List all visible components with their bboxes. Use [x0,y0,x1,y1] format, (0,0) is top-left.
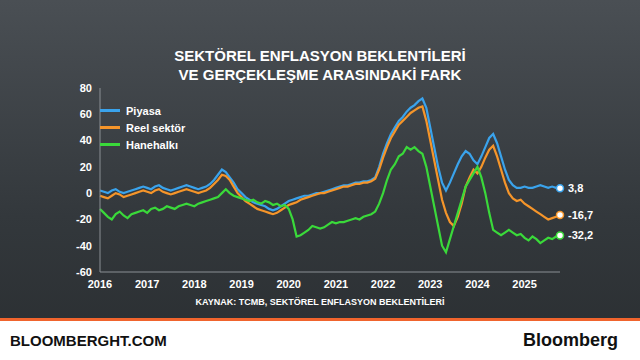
html-text:Reel sektör: Reel sektör [126,121,186,134]
svg-text:2024: 2024 [465,278,490,290]
svg-text:-60: -60 [76,266,92,278]
svg-text:60: 60 [80,108,92,120]
svg-text:-20: -20 [76,213,92,225]
svg-text:2018: 2018 [182,278,206,290]
html-text:KAYNAK: TCMB, SEKTÖREL ENFLASY: KAYNAK: TCMB, SEKTÖREL ENFLASYON BEKLENT… [195,297,445,307]
svg-text:2020: 2020 [276,278,300,290]
svg-text:2023: 2023 [418,278,442,290]
svg-text:2025: 2025 [512,278,536,290]
html-text:Piyasa: Piyasa [126,104,161,117]
html-text:BLOOMBERGHT.COM: BLOOMBERGHT.COM [10,332,167,349]
svg-text:-40: -40 [76,240,92,252]
svg-text:20: 20 [80,161,92,173]
svg-text:-16,7: -16,7 [568,209,593,221]
svg-text:2021: 2021 [324,278,348,290]
svg-text:40: 40 [80,134,92,146]
svg-text:2016: 2016 [88,278,112,290]
html-text:Bloomberg: Bloomberg [523,330,618,350]
svg-text:2017: 2017 [135,278,159,290]
svg-text:-32,2: -32,2 [568,229,593,241]
html-text:Hanehalkı: Hanehalkı [126,138,178,151]
svg-text:2019: 2019 [229,278,253,290]
svg-text:3,8: 3,8 [568,182,583,194]
svg-text:0: 0 [86,187,92,199]
svg-text:80: 80 [80,82,92,94]
html-text:SEKTÖREL ENFLASYON BEKLENTİLER: SEKTÖREL ENFLASYON BEKLENTİLERİ VE GERÇE… [174,47,466,83]
svg-text:2022: 2022 [371,278,395,290]
